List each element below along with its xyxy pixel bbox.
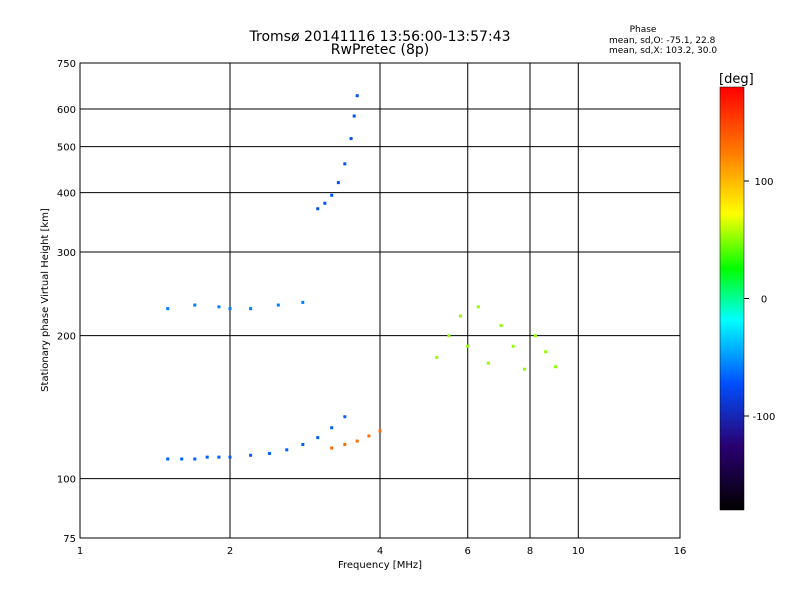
data-point [355, 94, 359, 98]
data-point [228, 455, 232, 459]
stats-x-line: mean, sd,X: 103.2, 30.0 [609, 46, 717, 56]
data-point [352, 114, 356, 118]
data-point [343, 162, 347, 166]
grid-lines [80, 63, 680, 538]
y-ticks: 75 100 200 300 400 500 600 750 [57, 59, 76, 545]
data-point [330, 446, 334, 450]
data-point [330, 193, 334, 197]
data-point [267, 451, 271, 455]
data-point [486, 361, 490, 365]
data-point [435, 355, 439, 359]
data-point [523, 367, 527, 371]
y-axis-label: Stationary phase Virtual Height [km] [40, 208, 51, 392]
data-point [447, 334, 451, 338]
x-tick-label: 4 [377, 546, 383, 557]
y-tick-label: 300 [57, 248, 76, 259]
data-point [323, 201, 327, 205]
x-tick-label: 2 [227, 546, 233, 557]
y-tick-label: 100 [57, 475, 76, 486]
data-point [316, 207, 320, 211]
data-point [544, 350, 548, 354]
data-points [166, 94, 557, 461]
y-tick-label: 500 [57, 143, 76, 154]
data-point [553, 365, 557, 369]
x-tick-label: 10 [572, 546, 585, 557]
data-point [180, 457, 184, 461]
data-point [349, 137, 353, 141]
data-point [217, 455, 221, 459]
colorbar-tick-label: 0 [761, 295, 767, 306]
y-tick-label: 200 [57, 332, 76, 343]
x-axis-label: Frequency [MHz] [338, 560, 422, 571]
x-tick-label: 8 [527, 546, 533, 557]
data-point [336, 181, 340, 185]
data-point [276, 303, 280, 307]
data-point [166, 457, 170, 461]
data-point [499, 324, 503, 328]
y-tick-label: 400 [57, 189, 76, 200]
data-point [330, 426, 334, 430]
data-point [378, 429, 382, 433]
data-point [301, 443, 305, 447]
colorbar [719, 86, 745, 511]
data-point [466, 344, 470, 348]
data-point [355, 439, 359, 443]
data-point [367, 434, 371, 438]
data-point [316, 436, 320, 440]
data-point [476, 305, 480, 309]
data-point [301, 300, 305, 304]
data-point [228, 307, 232, 311]
x-tick-label: 1 [77, 546, 83, 557]
colorbar-label: [deg] [719, 72, 754, 87]
colorbar-ticks: 100 0 -100 [744, 177, 775, 423]
data-point [343, 443, 347, 447]
x-tick-label: 16 [674, 546, 687, 557]
stats-o-line: mean, sd,O: -75.1, 22.8 [609, 36, 716, 46]
data-point [249, 307, 253, 311]
x-tick-label: 6 [465, 546, 471, 557]
colorbar-tick-label: 100 [754, 177, 773, 188]
data-point [205, 455, 209, 459]
data-point [217, 305, 221, 309]
data-point [193, 303, 197, 307]
y-tick-label: 75 [63, 534, 76, 545]
data-point [285, 448, 289, 452]
x-ticks: 1 2 4 6 8 10 16 [77, 546, 687, 557]
stats-label: Phase [630, 25, 657, 35]
data-point [166, 307, 170, 311]
data-point [249, 453, 253, 457]
chart-title: Tromsø 20141116 13:56:00-13:57:43 [249, 29, 511, 45]
colorbar-tick-label: -100 [753, 412, 776, 423]
data-point [343, 415, 347, 419]
chart-subtitle: RwPretec (8p) [331, 42, 429, 58]
data-point [533, 334, 537, 338]
data-point [193, 457, 197, 461]
y-tick-label: 600 [57, 105, 76, 116]
y-tick-label: 750 [57, 59, 76, 70]
data-point [458, 314, 462, 318]
data-point [511, 344, 515, 348]
